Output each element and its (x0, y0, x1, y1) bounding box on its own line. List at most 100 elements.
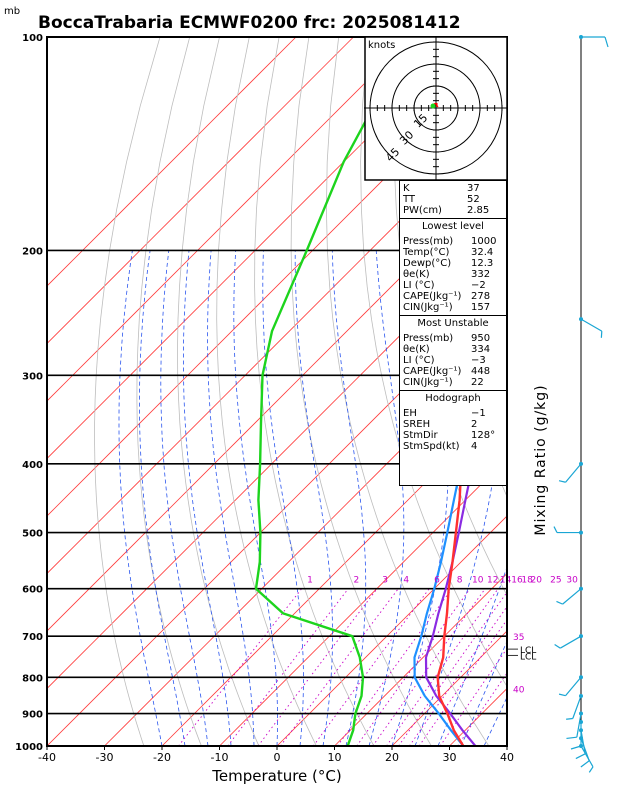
info-value: 4 (471, 441, 478, 452)
mixing-ratio-line (372, 588, 486, 746)
info-row: θe(K) 334 (403, 344, 503, 355)
lcl-label: LCL (520, 646, 536, 656)
wind-barb-flag (553, 526, 558, 533)
moist-adiabat-line (118, 250, 163, 746)
lowest-level-section: Lowest level Press(mb) 1000 Temp(°C) 32.4 De… (400, 219, 506, 316)
mixing-ratio-label: 30 (566, 575, 578, 585)
dry-adiabat-line (136, 37, 202, 746)
isotherm-line (47, 37, 297, 287)
info-label: Temp(°C) (403, 247, 450, 258)
moist-adiabat-line (183, 250, 232, 746)
mixing-ratio-label: 1 (307, 575, 313, 585)
most-unstable-title: Most Unstable (417, 318, 489, 329)
info-row: Press(mb) 950 (403, 333, 503, 344)
info-label: θe(K) (403, 344, 430, 355)
dry-adiabat-line (177, 37, 260, 746)
pressure-tick-label: 500 (22, 529, 43, 540)
info-table: K 37 TT 52 PW(cm) 2.85 Lowest level Press(m… (399, 180, 507, 486)
wind-barb-shaft (562, 588, 582, 605)
isotherm-line (334, 572, 507, 746)
info-value: −1 (471, 408, 486, 419)
pressure-tick-label: 900 (22, 710, 43, 721)
info-row: StmSpd(kt) 4 (403, 441, 503, 452)
info-label: EH (403, 408, 417, 419)
wind-barb-shaft (580, 318, 603, 332)
info-label: Dewp(°C) (403, 258, 452, 269)
storm-motion-marker (430, 103, 436, 109)
wind-barb-shaft (580, 737, 590, 761)
info-row: SREH 2 (403, 419, 503, 430)
hodograph-label: knots (368, 40, 395, 51)
wind-barb-shaft (559, 635, 582, 649)
index-row-tt: TT 52 (403, 194, 480, 205)
mixing-ratio-label: 16 (511, 575, 523, 585)
isotherm-label: 40 (513, 686, 525, 696)
moist-adiabat-line (294, 250, 333, 746)
pressure-tick-label: 800 (22, 673, 43, 684)
mixing-ratio-label: 6 (434, 575, 440, 585)
hodograph-section: Hodograph EH −1 SREH 2 StmDir 128° StmSpd(kt) 4 (400, 391, 506, 454)
mixing-ratio-label: 14 (500, 575, 512, 585)
hodograph-trace (433, 102, 439, 108)
isotherm-line (219, 457, 507, 746)
dry-adiabat-line (254, 37, 375, 746)
dry-adiabat-line (94, 37, 161, 746)
x-tick-label: -10 (211, 751, 229, 764)
mixing-ratio-label: 18 (521, 575, 533, 585)
x-axis-label: Temperature (°C) (211, 767, 341, 785)
info-value: 22 (471, 377, 484, 388)
isotherm-line (161, 400, 507, 746)
info-label: CAPE(Jkg⁻¹) (403, 291, 462, 302)
x-tick-label: -30 (96, 751, 114, 764)
info-value: 278 (471, 291, 491, 302)
info-value: 128° (471, 430, 496, 441)
info-value: 950 (471, 333, 491, 344)
wind-barb-flag (580, 760, 590, 768)
dry-adiabat-line (290, 37, 432, 746)
info-label: CIN(Jkg⁻¹) (403, 302, 453, 313)
lcl-label: LCL (520, 652, 536, 662)
hodograph-stats-title: Hodograph (425, 393, 481, 404)
wind-barb-shaft (572, 695, 582, 719)
index-row-pw: PW(cm) 2.85 (403, 205, 490, 216)
info-row: CIN(Jkg⁻¹) 22 (403, 377, 503, 388)
wind-barb-shaft (565, 463, 582, 483)
x-tick-label: 30 (443, 751, 457, 764)
info-value: 2 (471, 419, 478, 430)
wind-barb-flag (588, 766, 594, 773)
mixing-ratio-label: 10 (472, 575, 484, 585)
pressure-tick-label: 1000 (15, 742, 43, 753)
pressure-unit-label: mb (4, 6, 20, 17)
moist-adiabat-line (331, 250, 367, 746)
wind-barb-shaft (576, 713, 582, 738)
mixing-ratio-label: 8 (457, 575, 463, 585)
mixing-ratio-label: 25 (550, 575, 561, 585)
info-row: Press(mb) 1000 (403, 236, 503, 247)
wind-barb-flag (575, 753, 586, 760)
isotherm-line (47, 170, 507, 632)
mixing-ratio-label: 3 (382, 575, 388, 585)
pressure-tick-label: 600 (22, 585, 43, 596)
info-value: 448 (471, 366, 491, 377)
mixing-ratio-line (312, 588, 430, 746)
mixing-ratio-line (257, 588, 378, 746)
x-tick-label: -20 (153, 751, 171, 764)
dry-adiabat-line (607, 37, 618, 746)
isotherm-line (47, 227, 507, 690)
info-value: 1000 (471, 236, 497, 247)
info-row: Dewp(°C) 12.3 (403, 258, 503, 269)
info-value: −2 (471, 280, 486, 291)
moist-adiabat-line (138, 250, 186, 746)
dry-adiabat-line (325, 37, 490, 746)
isotherm-line (47, 37, 412, 402)
wind-barb-shaft (565, 676, 582, 697)
mixing-ratio-label: 4 (403, 575, 409, 585)
info-value: 334 (471, 344, 491, 355)
mixing-ratio-axis-label: Mixing Ratio (g/kg) (533, 384, 549, 535)
pressure-tick-label: 400 (22, 460, 43, 471)
